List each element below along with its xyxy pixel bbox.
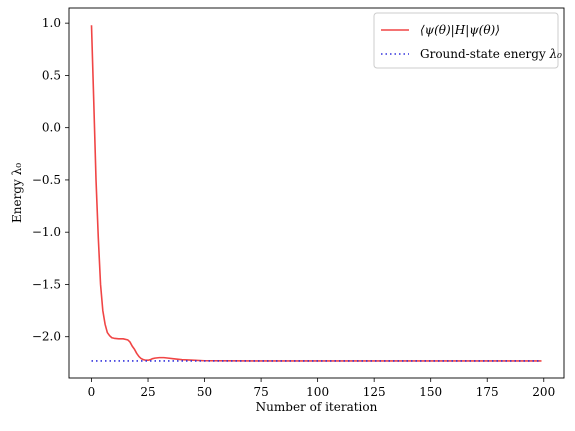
y-axis-ticks: −2.0 −1.5 −1.0 −0.5 0.0 0.5 1.0 [32,16,69,344]
y-tick-label: −2.0 [32,330,61,344]
x-tick-label: 200 [532,385,555,399]
plot-area [68,7,565,379]
legend-box [373,12,559,69]
y-axis-label: Energy λ₀ [10,163,24,223]
y-tick-label: −1.5 [32,277,61,291]
legend-label-ground-state-math: λ₀ [549,47,563,61]
axes-frame [68,7,565,379]
x-tick-label: 75 [253,385,268,399]
y-tick-label: −0.5 [32,173,61,187]
legend-label-ground-state-text: Ground-state energy [420,47,550,61]
legend-label-expectation: ⟨ψ(θ)|H|ψ(θ)⟩ [420,23,500,37]
legend: ⟨ψ(θ)|H|ψ(θ)⟩ Ground-state energy λ₀ [373,12,562,69]
x-tick-label: 150 [419,385,442,399]
y-tick-label: 0.5 [42,68,61,82]
y-tick-label: 1.0 [42,16,61,30]
x-tick-label: 175 [476,385,499,399]
x-tick-label: 25 [140,385,155,399]
series-line-expectation [90,25,542,362]
x-tick-label: 0 [88,385,96,399]
legend-label-ground-state: Ground-state energy λ₀ [420,47,562,61]
x-tick-label: 100 [306,385,329,399]
y-tick-label: 0.0 [42,121,61,135]
x-axis-ticks: 0 25 50 75 100 125 150 175 200 [88,378,555,399]
x-axis-label: Number of iteration [256,400,378,414]
x-tick-label: 50 [197,385,212,399]
series-layer [90,25,542,362]
x-tick-label: 125 [363,385,386,399]
y-tick-label: −1.0 [32,225,61,239]
